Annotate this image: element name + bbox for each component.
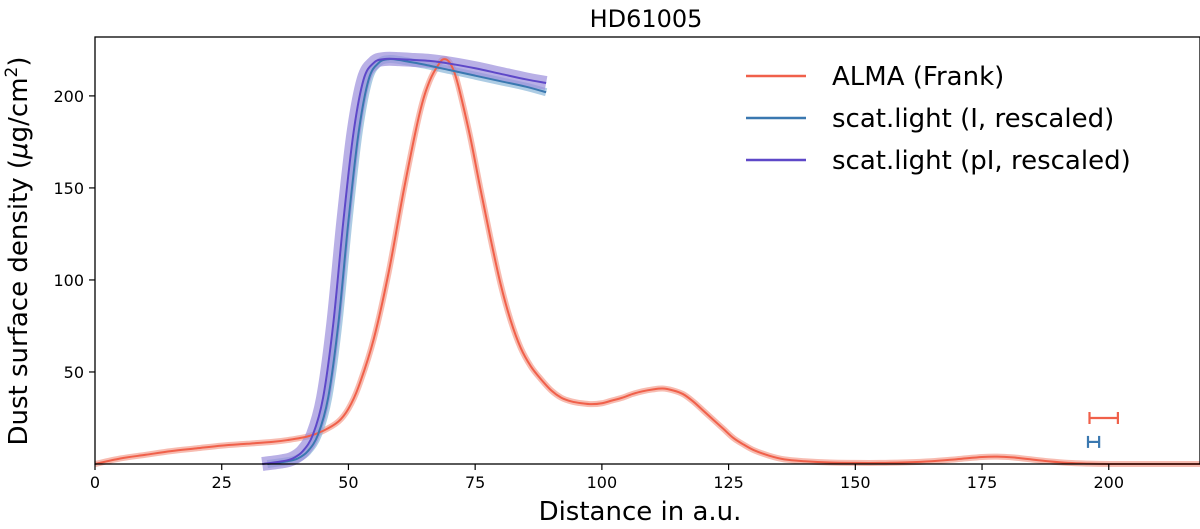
alma-frank-errorbar xyxy=(1088,411,1119,424)
y-axis-label-mu: μ xyxy=(4,142,34,160)
y-tick-label: 100 xyxy=(53,271,84,290)
y-axis-label-close: ) xyxy=(4,56,34,66)
legend-label: scat.light (I, rescaled) xyxy=(832,104,1114,134)
x-tick-label: 175 xyxy=(967,473,998,492)
alma-frank-line xyxy=(94,58,1200,466)
plot-area xyxy=(94,51,1200,471)
x-tick-label: 125 xyxy=(713,473,744,492)
scat-light-i-rescaled-line xyxy=(267,57,547,465)
scat-light-i-rescaled-band xyxy=(266,54,548,468)
legend-label: ALMA (Frank) xyxy=(832,62,1004,92)
y-axis-label: Dust surface density (μg/cm2) xyxy=(2,56,34,445)
x-tick-label: 0 xyxy=(90,473,100,492)
x-tick-label: 200 xyxy=(1093,473,1124,492)
legend-label: scat.light (pI, rescaled) xyxy=(832,146,1131,176)
x-tick-label: 50 xyxy=(338,473,358,492)
y-axis-ticks: 50 100 150 200 xyxy=(53,87,95,382)
x-tick-label: 75 xyxy=(465,473,485,492)
scat-light-pi-rescaled-band xyxy=(261,51,548,471)
y-tick-label: 150 xyxy=(53,179,84,198)
x-axis-label: Distance in a.u. xyxy=(539,497,742,527)
legend-item-scat-light-pi-rescaled: scat.light (pI, rescaled) xyxy=(746,146,1131,176)
legend-item-scat-light-i-rescaled: scat.light (I, rescaled) xyxy=(746,104,1114,134)
y-tick-label: 200 xyxy=(53,87,84,106)
y-axis-label-main: Dust surface density ( xyxy=(4,159,34,446)
y-tick-label: 50 xyxy=(64,363,84,382)
resolution-errorbars xyxy=(1086,411,1119,448)
series-lines xyxy=(94,57,1200,466)
legend-item-alma-frank: ALMA (Frank) xyxy=(746,62,1004,92)
y-axis-label-sup: 2 xyxy=(2,67,22,78)
scat-light-pi-rescaled-line xyxy=(262,57,547,465)
legend: ALMA (Frank) scat.light (I, rescaled) scat… xyxy=(746,62,1131,176)
x-tick-label: 25 xyxy=(212,473,232,492)
chart-title: HD61005 xyxy=(590,5,703,33)
x-tick-label: 150 xyxy=(840,473,871,492)
plot-frame xyxy=(94,36,1200,465)
x-axis-ticks: 0 25 50 75 100 125 150 175 200 xyxy=(90,464,1124,492)
y-axis-label-unit: g/cm xyxy=(4,77,34,142)
x-tick-label: 100 xyxy=(587,473,618,492)
scat-light-i-rescaled-errorbar xyxy=(1086,435,1101,448)
